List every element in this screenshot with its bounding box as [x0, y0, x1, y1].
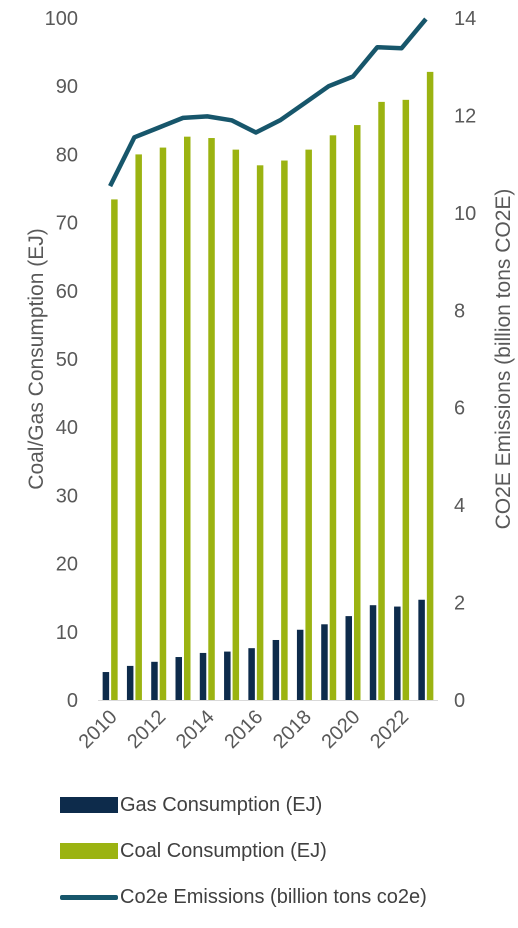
gas-bar — [175, 657, 182, 700]
legend-label-gas: Gas Consumption (EJ) — [120, 793, 323, 816]
coal-bar — [354, 125, 361, 701]
left-tick-label: 0 — [67, 690, 78, 712]
emissions-line — [108, 17, 428, 188]
gas-bar — [321, 624, 328, 700]
coal-bar — [426, 71, 434, 701]
legend-item-emissions: Co2e Emissions (billion tons co2e) — [60, 882, 427, 912]
coal-bar — [184, 136, 191, 701]
right-tick-label: 6 — [454, 398, 465, 420]
coal-bar — [232, 149, 240, 701]
gas-bar — [369, 605, 377, 700]
left-tick-label: 10 — [56, 622, 78, 644]
coal-bar — [135, 154, 142, 700]
right-tick-label: 10 — [454, 203, 476, 225]
x-tick-label: 2016 — [220, 706, 267, 753]
gas-bar — [296, 629, 304, 700]
gas-bar — [272, 639, 280, 700]
coal-bar — [159, 147, 167, 700]
left-tick-label: 100 — [45, 8, 78, 30]
right-tick-label: 0 — [454, 690, 465, 712]
left-tick-label: 70 — [56, 213, 78, 235]
legend-swatch-emissions — [60, 894, 118, 900]
legend-label-emissions: Co2e Emissions (billion tons co2e) — [120, 885, 427, 908]
legend-label-coal: Coal Consumption (EJ) — [120, 839, 327, 862]
right-tick-label: 12 — [454, 105, 476, 127]
gas-bar — [418, 599, 425, 700]
legend-swatch-gas — [60, 797, 118, 813]
left-tick-label: 50 — [56, 349, 78, 371]
left-tick-label: 90 — [56, 76, 78, 98]
x-axis-ticks: 2010 2012 2014 2016 2018 2020 2022 — [75, 706, 413, 753]
gas-bar — [248, 648, 255, 700]
gas-bar — [224, 651, 231, 700]
right-tick-label: 14 — [454, 8, 476, 30]
left-tick-label: 60 — [56, 281, 78, 303]
coal-bar — [329, 135, 337, 700]
coal-bar — [378, 101, 385, 701]
coal-bar — [281, 160, 288, 701]
coal-bar — [402, 99, 410, 701]
legend: Gas Consumption (EJ) Coal Consumption (E… — [60, 790, 427, 928]
coal-bar — [111, 199, 118, 701]
gas-bar — [126, 665, 134, 700]
x-tick-label: 2018 — [269, 706, 316, 753]
x-tick-label: 2020 — [318, 706, 365, 753]
legend-item-gas: Gas Consumption (EJ) — [60, 790, 427, 820]
x-tick-label: 2014 — [172, 706, 219, 753]
right-tick-label: 4 — [454, 495, 465, 517]
left-tick-label: 20 — [56, 554, 78, 576]
gas-bar — [102, 672, 110, 700]
gas-bar — [151, 661, 158, 700]
coal-bar — [305, 149, 312, 701]
left-tick-label: 30 — [56, 485, 78, 507]
x-tick-label: 2012 — [123, 706, 170, 753]
left-axis-title: Coal/Gas Consumption (EJ) — [25, 228, 48, 489]
left-tick-label: 40 — [56, 417, 78, 439]
x-tick-label: 2022 — [366, 706, 413, 753]
gas-bar — [199, 652, 207, 700]
left-axis-ticks: 0 10 20 30 40 50 60 70 80 90 100 — [45, 8, 78, 712]
right-axis-title: CO2E Emissions (billion tons CO2E) — [492, 189, 515, 530]
right-tick-label: 8 — [454, 300, 465, 322]
right-tick-label: 2 — [454, 593, 465, 615]
x-tick-label: 2010 — [75, 706, 122, 753]
legend-item-coal: Coal Consumption (EJ) — [60, 836, 427, 866]
gas-bar — [394, 606, 401, 700]
right-axis-ticks: 0 2 4 6 8 10 12 14 — [454, 8, 476, 712]
gas-bar — [345, 616, 352, 700]
coal-bar — [208, 138, 215, 701]
bar-marks — [102, 71, 434, 701]
legend-swatch-coal — [60, 843, 118, 859]
coal-bar — [256, 165, 264, 700]
left-tick-label: 80 — [56, 144, 78, 166]
